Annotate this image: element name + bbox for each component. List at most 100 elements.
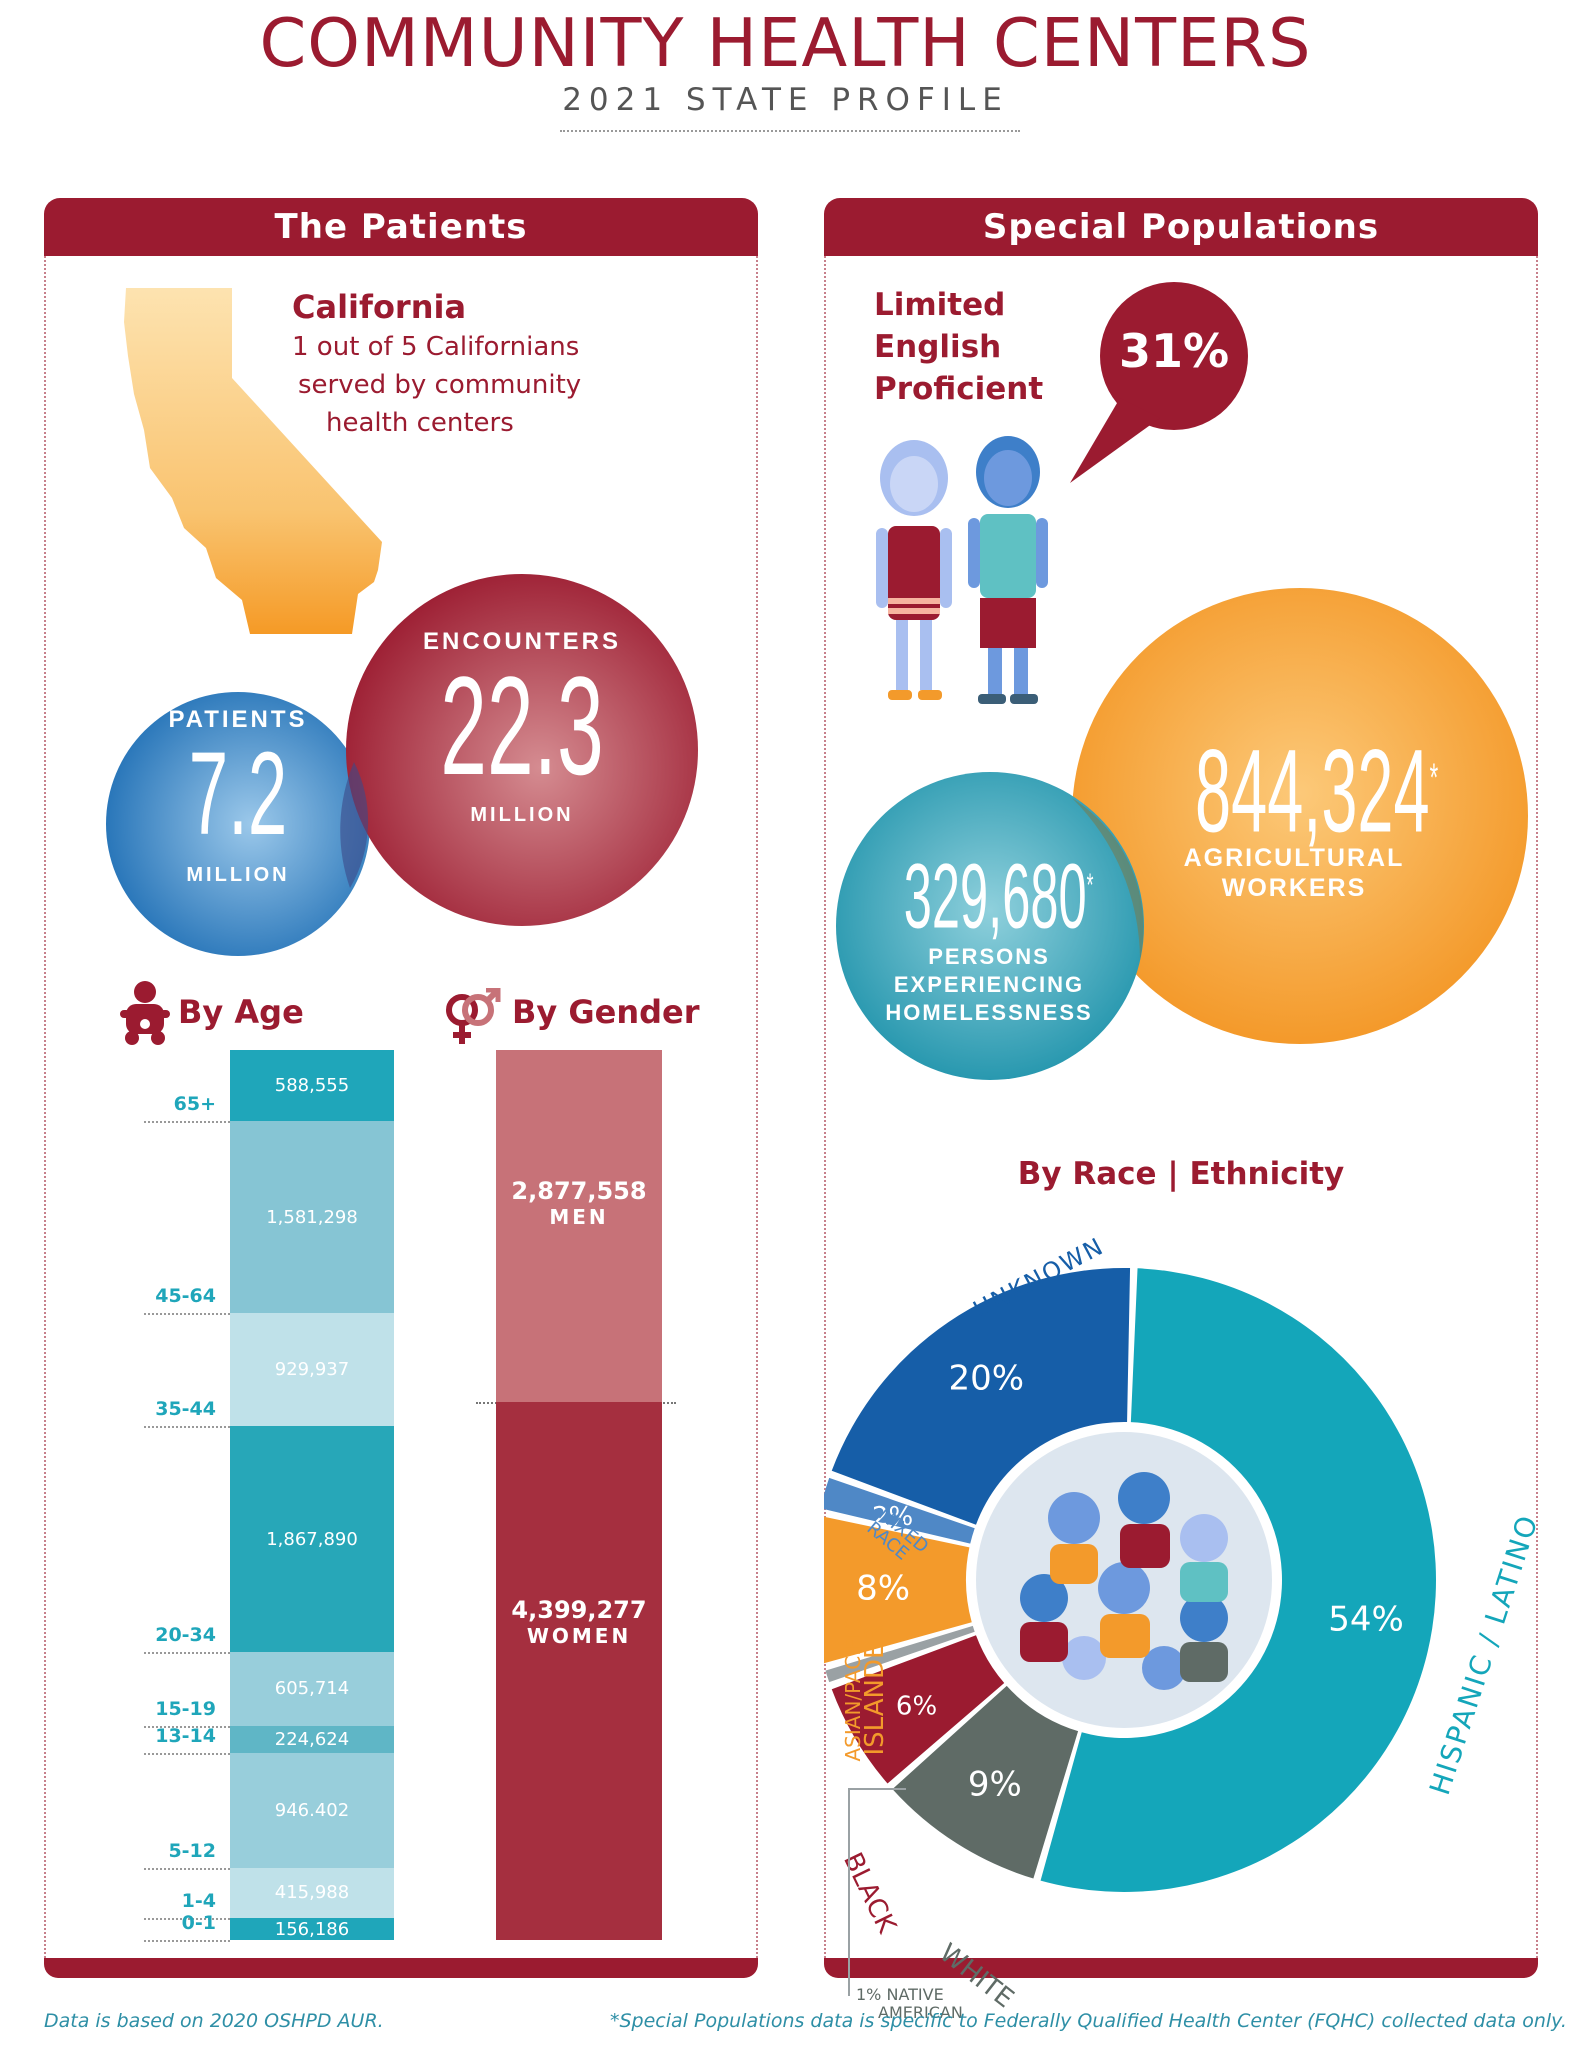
age-stacked-bar: 588,555 1,581,298 929,937 1,867,890 605,714 2… [230, 1050, 394, 1940]
age-tick-1-4: 1-4 [181, 1890, 216, 1913]
panel-border-right [1536, 256, 1538, 1958]
age-tick-labels: 65+ 45-64 35-44 20-34 15-19 13-14 5-12 1-4 0-1 [44, 1050, 230, 1942]
panel-footer-bar [824, 1958, 1538, 1978]
race-donut-chart: 54% 9% 6% 8% 2% 20% [824, 1268, 1436, 1892]
lep-label: Limited English Proficient [874, 284, 1043, 410]
crowd-illustration-icon [976, 1432, 1272, 1728]
age-tick-line [144, 1939, 230, 1942]
donut-label-white: 9% [968, 1764, 1022, 1804]
donut-slice-native-american [825, 1625, 975, 1683]
age-segment-20-34: 1,867,890 [230, 1425, 394, 1653]
donut-slice-unknown [831, 1268, 1131, 1525]
age-tick-65+: 65+ [173, 1093, 216, 1116]
by-gender-title: By Gender [512, 993, 700, 1031]
label-native-line2: AMERICAN [878, 2003, 963, 2022]
race-chart-title: By Race | Ethnicity [1017, 1156, 1345, 1192]
lep-line2: English [874, 329, 1002, 365]
panel-footer-bar [44, 1958, 758, 1978]
donut-slice-hispanic-latino [1040, 1268, 1436, 1892]
state-stat-line2: served by community [298, 370, 582, 400]
encounters-unit: MILLION [470, 804, 574, 826]
patients-label: PATIENTS [168, 706, 308, 733]
special-panel-heading: Special Populations [824, 198, 1538, 256]
label-native-american: 1% NATIVE AMERICAN [856, 1986, 963, 2022]
patients-value: 7.2 [188, 728, 288, 860]
page-subtitle: 2021 STATE PROFILE [562, 82, 1009, 118]
gender-segment-women: 4,399,277 WOMEN [496, 1401, 662, 1940]
panel-border-left [824, 256, 826, 1958]
patients-bubble [106, 692, 370, 956]
homeless-label-line3: HOMELESSNESS [885, 1000, 1093, 1025]
panel-border-left [44, 256, 46, 1958]
donut-label-black: 6% [896, 1692, 937, 1722]
gender-symbol-icon [446, 988, 501, 1044]
age-tick-line [144, 1725, 230, 1728]
age-segment-13-14: 224,624 [230, 1725, 394, 1753]
age-segment-45-64: 1,581,298 [230, 1121, 394, 1314]
california-map-icon [124, 288, 382, 634]
special-populations-panel: Special Populations Limited English Prof… [824, 198, 1545, 2022]
special-pop-bubbles [836, 588, 1528, 1080]
label-asian-pacific: ASIAN/PACIFIC ISLANDER [841, 1590, 890, 1790]
footer-fqhc-note: *Special Populations data is specific to… [610, 2010, 1567, 2032]
donut-slice-white [892, 1685, 1079, 1879]
age-tick-5-12: 5-12 [168, 1839, 216, 1862]
donut-slice-mixed-race [824, 1477, 975, 1544]
donut-label-asian-pacific-islander: 8% [856, 1569, 910, 1609]
encounters-value: 22.3 [440, 647, 604, 804]
age-segment-35-44: 929,937 [230, 1313, 394, 1426]
agricultural-number: 844,324 [1195, 725, 1430, 858]
age-tick-line [144, 1918, 230, 1921]
state-name: California [292, 288, 467, 326]
page-title: COMMUNITY HEALTH CENTERS [259, 4, 1312, 82]
homeless-asterisk: * [1086, 867, 1094, 903]
homeless-label-line1: PERSONS [928, 944, 1050, 969]
gender-label: MEN [549, 1204, 609, 1229]
bubble-overlap-special [1072, 798, 1144, 960]
agricultural-label-line2: WORKERS [1221, 874, 1367, 902]
patients-unit: MILLION [186, 864, 290, 886]
age-tick-line [144, 1752, 230, 1755]
lep-line3: Proficient [874, 371, 1044, 407]
lep-value: 31% [1118, 324, 1230, 378]
donut-label-mixed-race: 2% [872, 1502, 913, 1532]
age-tick-0-1: 0-1 [181, 1912, 216, 1935]
homeless-label-line2: EXPERIENCING [893, 972, 1085, 997]
native-leader-line [848, 1788, 850, 1996]
patients-panel: The Patients California 1 out of 5 Calif… [44, 198, 758, 1978]
agricultural-bubble [1072, 588, 1528, 1044]
by-age-title: By Age [178, 993, 304, 1031]
panel-border-right [756, 256, 758, 1958]
gender-value: 2,877,558 [511, 1176, 647, 1205]
age-tick-line [144, 1425, 230, 1428]
gender-value: 4,399,277 [511, 1595, 647, 1624]
age-segment-5-12: 946.402 [230, 1752, 394, 1868]
bubble-overlap [340, 762, 369, 888]
native-leader-line-top [848, 1788, 906, 1790]
agricultural-label-line1: AGRICULTURAL [1183, 844, 1405, 872]
label-asian-line2: ISLANDER [860, 1624, 890, 1756]
donut-slice-black [831, 1635, 1005, 1784]
age-segment-65+: 588,555 [230, 1050, 394, 1122]
encounters-label: ENCOUNTERS [422, 628, 621, 655]
age-segment-15-19: 605,714 [230, 1652, 394, 1726]
age-tick-20-34: 20-34 [155, 1624, 216, 1647]
lep-line1: Limited [874, 287, 1006, 323]
age-tick-line [144, 1313, 230, 1316]
children-illustration-icon [876, 436, 1048, 704]
speech-bubble-icon [1070, 282, 1248, 483]
agricultural-asterisk: * [1429, 756, 1439, 800]
patients-panel-heading: The Patients [44, 198, 758, 256]
age-segment-1-4: 415,988 [230, 1867, 394, 1919]
footer-source-note: Data is based on 2020 OSHPD AUR. [44, 2010, 384, 2032]
age-tick-13-14: 13-14 [155, 1725, 216, 1747]
agricultural-value: 844,324* [1195, 718, 1438, 851]
patients-encounters-bubbles [106, 574, 698, 956]
age-tick-15-19: 15-19 [155, 1697, 216, 1720]
homeless-bubble [836, 772, 1144, 1080]
age-tick-35-44: 35-44 [155, 1397, 216, 1420]
age-tick-line [144, 1121, 230, 1124]
homeless-number: 329,680 [903, 845, 1087, 948]
donut-slice-asian-pacific-islander [824, 1516, 972, 1664]
donut-label-hispanic-latino: 54% [1328, 1599, 1404, 1639]
